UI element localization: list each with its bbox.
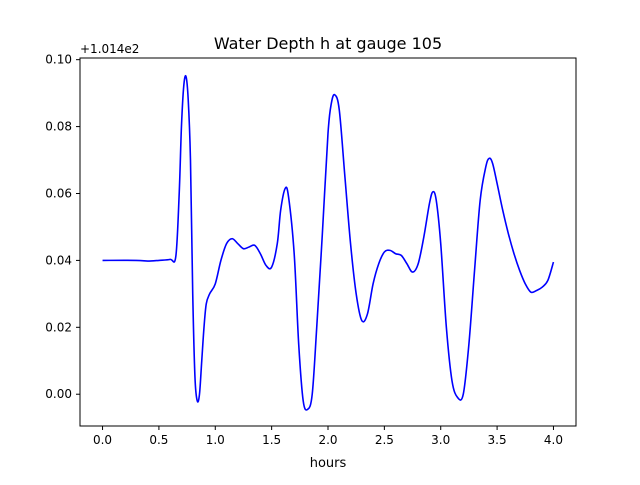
x-tick-label: 2.5 <box>375 433 394 447</box>
y-offset-label: +1.014e2 <box>80 42 139 56</box>
y-tick-label: 0.04 <box>45 253 72 267</box>
x-tick-label: 0.5 <box>149 433 168 447</box>
x-axis-label: hours <box>310 456 347 471</box>
x-tick-label: 3.0 <box>431 433 450 447</box>
x-tick-label: 1.5 <box>262 433 281 447</box>
chart-title: Water Depth h at gauge 105 <box>214 34 442 53</box>
x-tick-label: 1.0 <box>206 433 225 447</box>
y-axis-ticks: 0.00 0.02 0.04 0.06 0.08 0.10 <box>45 53 80 401</box>
y-tick-label: 0.08 <box>45 120 72 134</box>
y-tick-label: 0.00 <box>45 387 72 401</box>
x-tick-label: 4.0 <box>544 433 563 447</box>
x-axis-ticks: 0.0 0.5 1.0 1.5 2.0 2.5 3.0 3.5 4.0 <box>93 426 563 447</box>
plot-frame <box>79 57 577 427</box>
x-tick-label: 0.0 <box>93 433 112 447</box>
y-tick-label: 0.06 <box>45 186 72 200</box>
y-tick-label: 0.10 <box>45 53 72 67</box>
x-tick-label: 2.0 <box>318 433 337 447</box>
x-tick-label: 3.5 <box>488 433 507 447</box>
plot-series <box>102 75 555 411</box>
series-line <box>102 75 555 411</box>
y-tick-label: 0.02 <box>45 320 72 334</box>
